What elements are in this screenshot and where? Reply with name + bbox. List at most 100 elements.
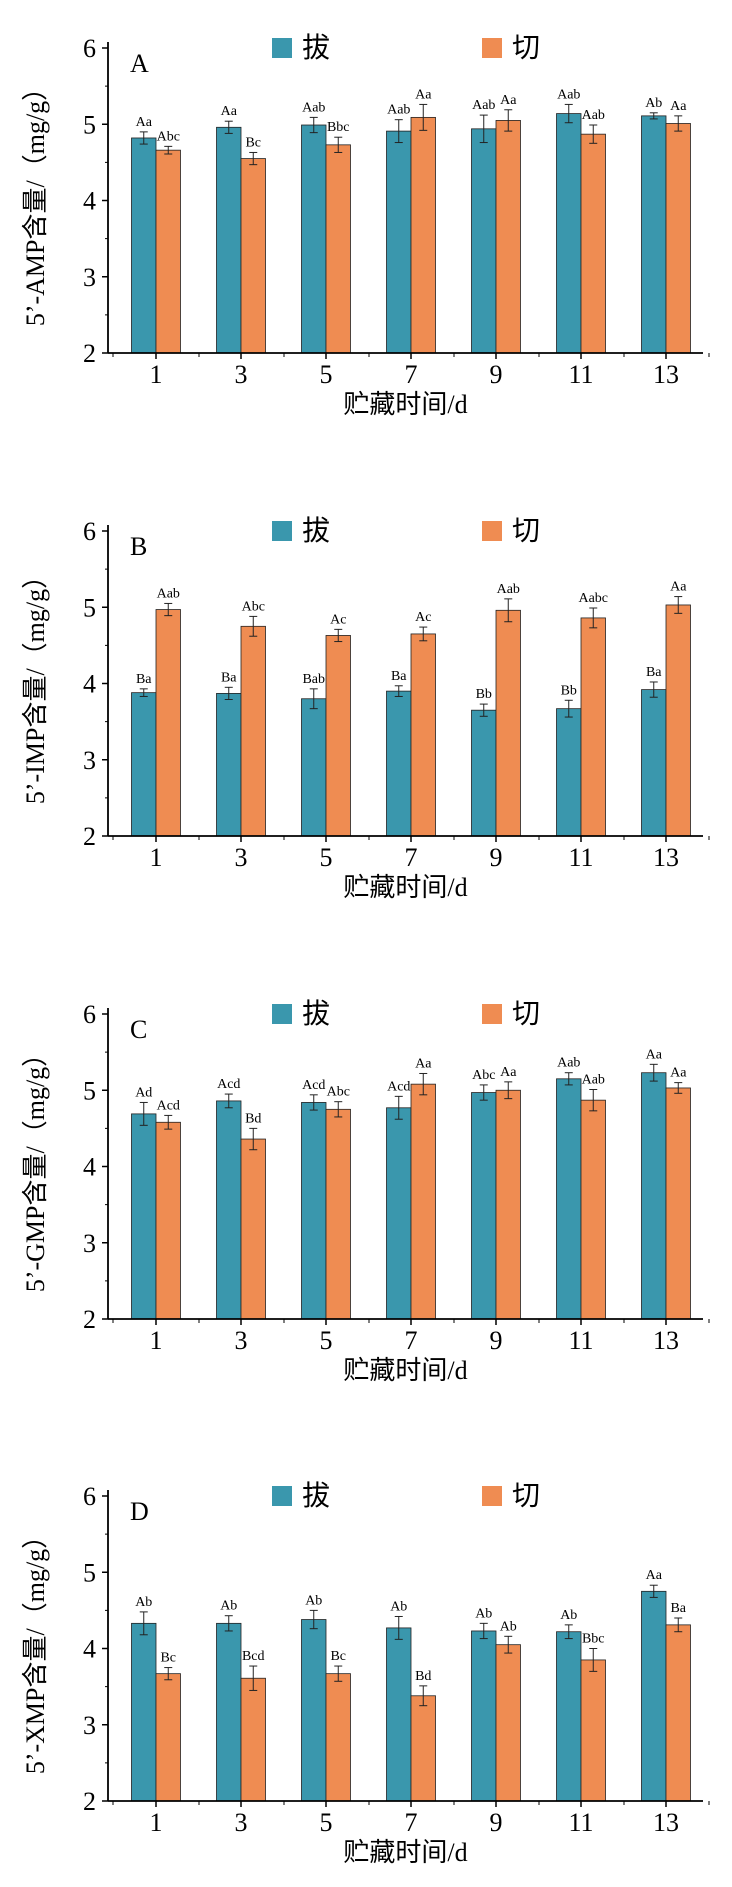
legend-label-1: 拔: [302, 1480, 330, 1512]
significance-label: Ab: [135, 1595, 152, 1610]
legend-swatch-2: [482, 1004, 502, 1024]
x-tick-label: 3: [235, 1808, 248, 1837]
significance-label: Ba: [221, 670, 237, 685]
y-tick-label: 5: [83, 110, 96, 139]
significance-label: Bb: [561, 683, 577, 698]
x-tick-label: 3: [235, 843, 248, 872]
legend-swatch-2: [482, 38, 502, 58]
legend: 拔切: [272, 998, 540, 1030]
bar-B-3-s2: [240, 625, 266, 837]
significance-label: Aab: [557, 1056, 580, 1071]
significance-label: Ac: [415, 610, 431, 625]
x-tick-label: 5: [320, 1326, 333, 1355]
y-tick-label: 6: [83, 517, 96, 546]
bar-D-7-s1: [386, 1627, 412, 1802]
error-bar-A-5-s2: [334, 136, 343, 153]
legend: 拔切: [272, 1480, 540, 1512]
legend-swatch-1: [272, 521, 292, 541]
significance-label: Bb: [476, 687, 492, 702]
error-bar-D-5-s1: [309, 1609, 318, 1630]
x-tick-label: 13: [653, 360, 679, 389]
bar-A-13-s2: [665, 123, 691, 354]
error-bar-B-1-s1: [139, 688, 148, 697]
significance-label: Aa: [646, 1568, 663, 1583]
error-bar-C-7-s2: [419, 1072, 428, 1096]
significance-label: Abc: [157, 129, 180, 144]
error-bar-B-9-s1: [479, 703, 488, 717]
bar-B-13-s2: [665, 604, 691, 837]
x-tick-label: 1: [150, 360, 163, 389]
significance-label: Aa: [136, 115, 153, 130]
significance-label: Bd: [245, 1111, 261, 1126]
significance-label: Ba: [391, 669, 407, 684]
bar-A-9-s1: [471, 128, 497, 354]
error-bar-A-7-s2: [419, 103, 428, 131]
legend-label-2: 切: [512, 516, 540, 547]
bar-C-7-s1: [386, 1107, 412, 1320]
y-axis-title: 5’-GMP含量/（mg/g）: [21, 1041, 50, 1292]
error-bar-D-9-s2: [504, 1635, 513, 1654]
significance-label: Aab: [472, 98, 495, 113]
y-tick-label: 2: [83, 822, 96, 851]
error-bar-B-11-s2: [589, 607, 598, 629]
significance-label: Aa: [500, 93, 517, 108]
error-bar-A-13-s1: [649, 112, 658, 120]
significance-label: Aabc: [578, 591, 608, 606]
significance-label: Abc: [327, 1085, 350, 1100]
bar-C-5-s2: [325, 1108, 351, 1320]
x-tick-label: 7: [405, 843, 418, 872]
panel-tag: A: [130, 49, 149, 78]
bar-A-1-s2: [155, 149, 181, 354]
significance-label: Aa: [670, 580, 687, 595]
bar-C-13-s1: [641, 1072, 667, 1320]
y-tick-label: 3: [83, 746, 96, 775]
error-bar-D-1-s1: [139, 1611, 148, 1636]
significance-label: Bbc: [327, 120, 350, 135]
significance-label: Aab: [582, 1072, 605, 1087]
error-bar-D-13-s2: [674, 1617, 683, 1633]
x-tick-label: 1: [150, 1326, 163, 1355]
x-tick-label: 5: [320, 1808, 333, 1837]
x-axis-title: 贮藏时间/d: [343, 390, 467, 419]
bar-D-7-s2: [410, 1695, 436, 1802]
significance-label: Bab: [302, 672, 325, 687]
legend: 拔切: [272, 515, 540, 547]
significance-label: Bcd: [242, 1649, 265, 1664]
y-tick-label: 2: [83, 1787, 96, 1816]
error-bar-D-9-s1: [479, 1622, 488, 1640]
bar-B-1-s1: [131, 692, 157, 837]
significance-label: Ab: [645, 96, 662, 111]
panel-A: A 拔切AaAbc1AaBc3AabBbc5AabAa7Aab Aa9AabAab1…: [21, 32, 710, 419]
error-bar-C-11-s2: [589, 1088, 598, 1112]
significance-label: Bd: [415, 1669, 431, 1684]
y-tick-label: 3: [83, 263, 96, 292]
error-bar-C-3-s2: [249, 1127, 258, 1151]
x-tick-label: 7: [405, 1326, 418, 1355]
x-tick-label: 1: [150, 843, 163, 872]
bar-C-1-s1: [131, 1113, 157, 1320]
significance-label: Aab: [157, 586, 180, 601]
error-bar-B-13-s1: [649, 681, 658, 698]
significance-label: Ab: [305, 1593, 322, 1608]
bar-D-5-s1: [301, 1619, 327, 1802]
significance-label: Aa: [415, 87, 432, 102]
x-tick-label: 11: [568, 1326, 593, 1355]
bar-C-9-s1: [471, 1092, 497, 1320]
error-bar-A-1-s2: [164, 145, 173, 155]
significance-label: Ac: [330, 612, 346, 627]
x-tick-label: 11: [568, 360, 593, 389]
significance-label: Acd: [157, 1098, 180, 1113]
error-bar-D-3-s2: [249, 1665, 258, 1691]
y-tick-label: 6: [83, 34, 96, 63]
bar-C-5-s1: [301, 1102, 327, 1320]
error-bar-A-7-s1: [394, 119, 403, 144]
error-bar-D-3-s1: [224, 1615, 233, 1632]
error-bar-A-5-s1: [309, 116, 318, 134]
significance-label: Abc: [472, 1068, 495, 1083]
significance-label: Ab: [500, 1619, 517, 1634]
significance-label: Aab: [302, 100, 325, 115]
legend-label-2: 切: [512, 999, 540, 1030]
legend-label-1: 拔: [302, 32, 330, 64]
bar-D-11-s2: [580, 1659, 606, 1802]
